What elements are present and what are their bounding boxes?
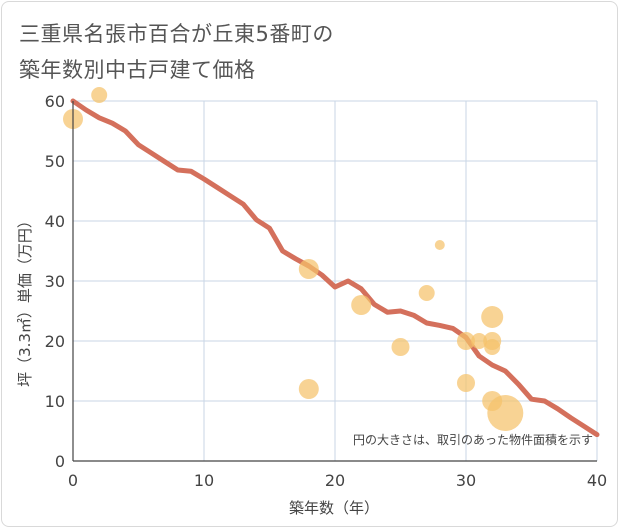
y-tick-label: 20 [45, 332, 65, 351]
y-tick-label: 50 [45, 152, 65, 171]
transaction-bubble [487, 395, 524, 431]
axes: 0 10 20 30 40 50 60 0 10 20 30 40 [45, 92, 608, 490]
x-tick-label: 30 [456, 471, 476, 490]
transaction-bubble [471, 333, 488, 349]
transaction-bubble [418, 285, 435, 301]
x-axis-label: 築年数（年） [289, 499, 379, 517]
trend-line-layer [70, 98, 600, 438]
x-tick-label: 40 [587, 471, 607, 490]
y-tick-label: 30 [45, 272, 65, 291]
y-tick-label: 40 [45, 212, 65, 231]
chart-title: 三重県名張市百合が丘東5番町の 築年数別中古戸建て価格 [19, 16, 334, 88]
transaction-bubble [481, 306, 504, 328]
transaction-bubble [484, 339, 501, 355]
y-tick-label: 60 [45, 92, 65, 111]
chart-title-line-1: 三重県名張市百合が丘東5番町の [19, 22, 334, 46]
x-tick-label: 20 [325, 471, 345, 490]
y-tick-label: 0 [55, 452, 65, 471]
transaction-bubble [457, 374, 475, 392]
transaction-bubble [298, 259, 319, 279]
y-axis-label: 坪（3.3㎡）単価（万円） [16, 213, 34, 387]
transaction-bubble [298, 379, 319, 399]
x-tick-label: 10 [194, 471, 214, 490]
transaction-bubble [351, 295, 372, 315]
bubble-size-note: 円の大きさは、取引のあった物件面積を示す [353, 432, 593, 447]
chart-title-line-2: 築年数別中古戸建て価格 [19, 58, 256, 82]
transaction-bubble [391, 338, 410, 356]
transaction-bubble [434, 240, 445, 250]
bubble-layer [63, 87, 524, 431]
transaction-bubble [457, 332, 475, 350]
y-tick-label: 10 [45, 392, 65, 411]
transaction-bubble [91, 87, 108, 103]
x-tick-label: 0 [68, 471, 78, 490]
trend-line [70, 98, 600, 438]
